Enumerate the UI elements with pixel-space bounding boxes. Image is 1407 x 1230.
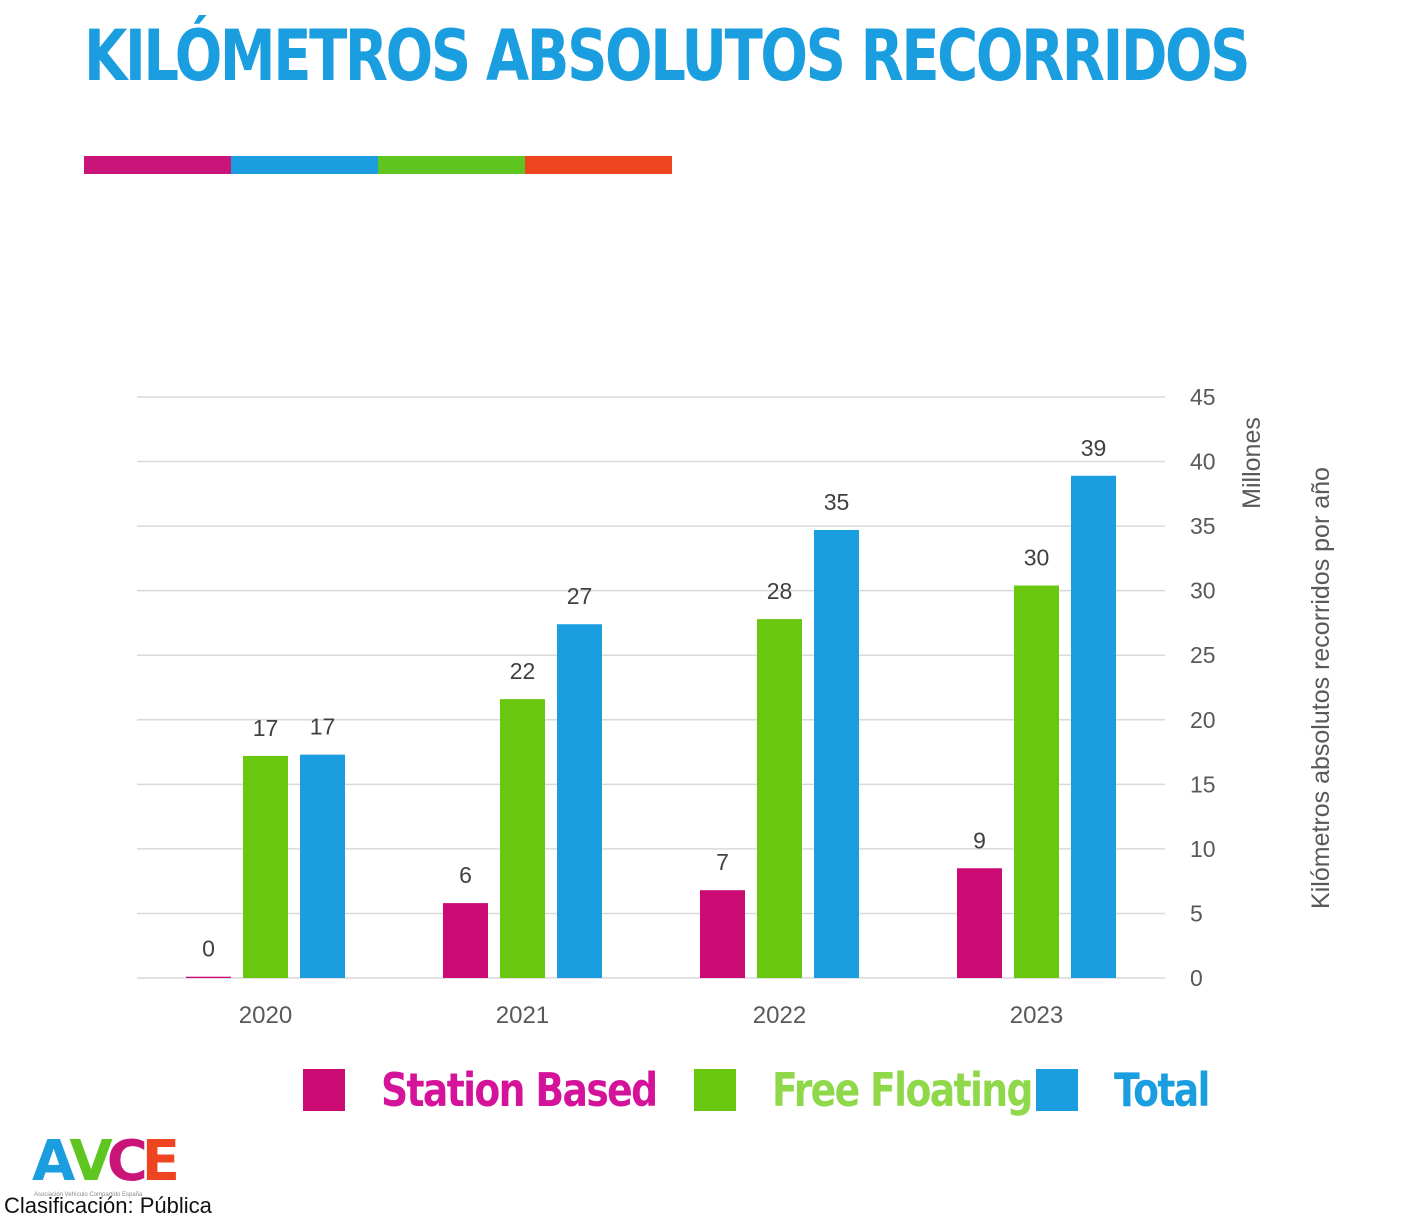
data-label: 39	[1081, 435, 1107, 461]
logo-letter: C	[106, 1129, 148, 1194]
legend-item-total: Total	[1036, 1062, 1230, 1118]
data-label: 0	[202, 936, 215, 962]
stripe-segment	[378, 156, 525, 174]
stripe-segment	[525, 156, 672, 174]
legend-label: Free Floating	[772, 1063, 1033, 1117]
legend-item-station-based: Station Based	[303, 1062, 717, 1118]
y-tick-label: 25	[1190, 642, 1216, 668]
x-tick-label: 2020	[239, 1002, 292, 1029]
data-label: 22	[510, 658, 536, 684]
data-label: 27	[567, 583, 593, 609]
bar	[957, 868, 1002, 978]
y-tick-label: 30	[1190, 578, 1216, 604]
x-tick-label: 2022	[753, 1002, 806, 1029]
data-label: 7	[716, 849, 729, 875]
legend-label: Total	[1114, 1063, 1210, 1117]
y-tick-label: 15	[1190, 771, 1216, 797]
bar-chart: 0 5 10 15 20 25 30 35 40 45 Millones Kilómetros abs…	[137, 384, 1335, 1029]
bar	[243, 755, 288, 978]
bar	[300, 754, 345, 978]
y-tick-label: 40	[1190, 449, 1216, 475]
y-tick-label: 0	[1190, 965, 1203, 991]
bar	[557, 624, 602, 978]
y-axis-unit: Millones	[1238, 417, 1266, 509]
legend-swatch	[303, 1069, 345, 1111]
data-label: 28	[767, 578, 793, 604]
data-label: 30	[1024, 545, 1050, 571]
stripe-segment	[84, 156, 231, 174]
data-label: 17	[253, 715, 279, 741]
y-axis-label: Kilómetros absolutos recorridos por año	[1307, 467, 1335, 909]
y-tick-label: 5	[1190, 900, 1203, 926]
y-tick-label: 45	[1190, 384, 1216, 410]
bar	[757, 619, 802, 978]
legend-label: Station Based	[381, 1063, 658, 1117]
legend-swatch	[1036, 1069, 1078, 1111]
bar	[700, 890, 745, 978]
bar	[814, 529, 859, 978]
logo-letter: V	[69, 1129, 112, 1194]
bar	[500, 699, 545, 978]
bar	[443, 903, 488, 978]
bar	[186, 976, 231, 978]
bar	[1014, 585, 1059, 978]
color-stripe	[84, 156, 672, 174]
classification-label: Clasificación: Pública	[4, 1193, 212, 1218]
logo-letter: E	[141, 1129, 180, 1194]
logo-subtitle: Asociación Vehículo Compartido España	[34, 1192, 143, 1198]
x-tick-label: 2021	[496, 1002, 549, 1029]
bar	[1071, 475, 1116, 978]
legend-item-free-floating: Free Floating	[694, 1062, 1089, 1118]
data-label: 35	[824, 489, 850, 515]
y-tick-label: 35	[1190, 513, 1216, 539]
data-label: 6	[459, 862, 472, 888]
data-label: 17	[310, 714, 336, 740]
x-tick-label: 2023	[1010, 1002, 1063, 1029]
stripe-segment	[231, 156, 378, 174]
data-label: 9	[973, 827, 986, 853]
legend-swatch	[694, 1069, 736, 1111]
avce-logo: A V C E	[32, 1129, 180, 1194]
y-tick-label: 20	[1190, 707, 1216, 733]
logo-letter: A	[32, 1129, 75, 1194]
page-title: KILÓMETROS ABSOLUTOS RECORRIDOS	[84, 15, 1251, 97]
y-tick-label: 10	[1190, 836, 1216, 862]
